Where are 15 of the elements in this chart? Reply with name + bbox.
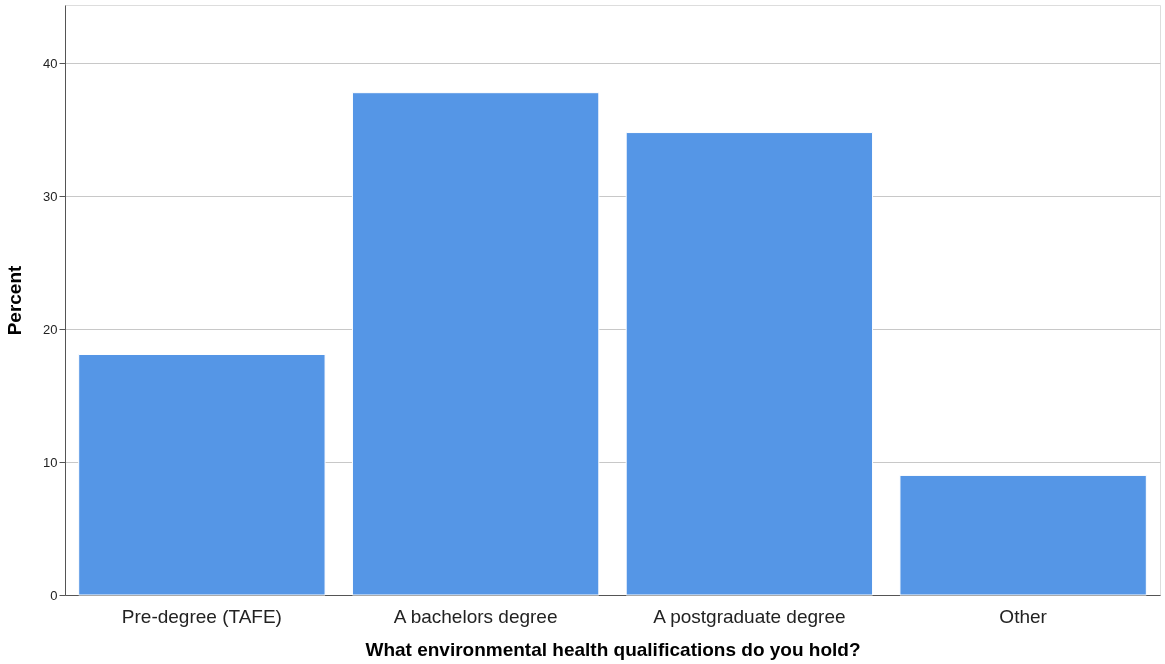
bar [78, 353, 326, 596]
x-tick-label: Pre-degree (TAFE) [121, 605, 282, 627]
x-axis-title: What environmental health qualifications do you hold? [365, 638, 861, 660]
y-tick-label: 30 [43, 188, 58, 204]
y-tick-label: 10 [43, 454, 58, 470]
y-tick-label: 20 [43, 321, 58, 337]
x-tick-label: A postgraduate degree [653, 605, 846, 627]
bar [625, 132, 874, 596]
bar [351, 92, 600, 596]
y-tick-label: 0 [50, 587, 58, 603]
x-tick-label: A bachelors degree [393, 605, 558, 627]
y-axis-title: Percent [4, 264, 26, 336]
x-tick-label: Other [999, 605, 1048, 627]
y-tick-label: 40 [43, 55, 58, 71]
bar [899, 474, 1147, 596]
